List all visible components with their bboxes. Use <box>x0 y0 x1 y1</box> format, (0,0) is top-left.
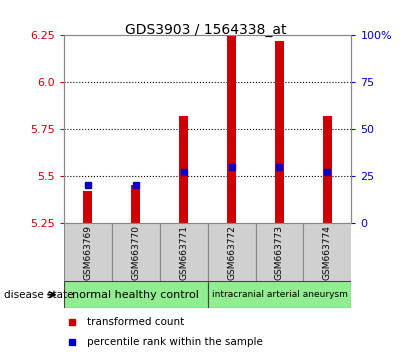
Text: GDS3903 / 1564338_at: GDS3903 / 1564338_at <box>125 23 286 37</box>
Text: GSM663771: GSM663771 <box>179 225 188 280</box>
Bar <box>323 116 332 223</box>
Bar <box>64 223 112 281</box>
Bar <box>179 116 188 223</box>
Bar <box>112 223 159 281</box>
Bar <box>208 281 351 308</box>
Text: GSM663774: GSM663774 <box>323 225 332 280</box>
Bar <box>83 191 92 223</box>
Text: transformed count: transformed count <box>87 318 184 327</box>
Bar <box>131 185 140 223</box>
Bar <box>208 223 256 281</box>
Text: GSM663770: GSM663770 <box>131 225 140 280</box>
Bar <box>159 223 208 281</box>
Text: disease state: disease state <box>4 290 74 300</box>
Text: normal healthy control: normal healthy control <box>72 290 199 300</box>
Bar <box>64 281 208 308</box>
Text: percentile rank within the sample: percentile rank within the sample <box>87 337 263 347</box>
Text: GSM663773: GSM663773 <box>275 225 284 280</box>
Bar <box>227 35 236 223</box>
Bar <box>275 41 284 223</box>
Bar <box>256 223 303 281</box>
Text: intracranial arterial aneurysm: intracranial arterial aneurysm <box>212 290 347 299</box>
Text: GSM663772: GSM663772 <box>227 225 236 280</box>
Text: GSM663769: GSM663769 <box>83 225 92 280</box>
Bar <box>303 223 351 281</box>
